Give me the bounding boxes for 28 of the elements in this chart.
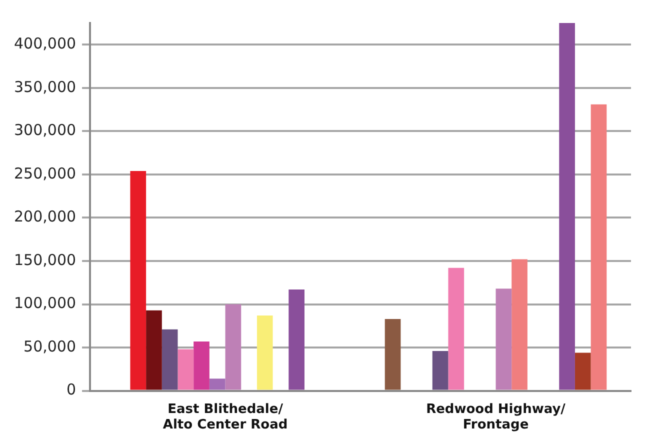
y-tick-label: 400,000 bbox=[14, 34, 76, 53]
x-tick-label: East Blithedale/ Alto Center Road bbox=[162, 402, 288, 433]
bar bbox=[512, 259, 528, 390]
y-tick-label: 100,000 bbox=[14, 294, 76, 312]
bar bbox=[432, 350, 448, 390]
y-tick-label: 150,000 bbox=[14, 250, 76, 269]
bar bbox=[209, 378, 226, 390]
bar bbox=[574, 352, 591, 390]
bar bbox=[496, 288, 512, 390]
y-tick-label: 50,000 bbox=[24, 337, 76, 356]
y-tick-label: 200,000 bbox=[14, 208, 76, 226]
bar bbox=[448, 268, 464, 390]
bar bbox=[559, 23, 575, 390]
bar bbox=[384, 318, 401, 390]
bar bbox=[194, 341, 210, 390]
y-tick-label: 300,000 bbox=[14, 121, 76, 140]
y-tick-label: 0 bbox=[66, 380, 76, 399]
x-tick-label: Redwood Highway/ Frontage bbox=[426, 402, 566, 433]
bar bbox=[162, 329, 178, 390]
bar bbox=[178, 349, 194, 390]
bar bbox=[256, 316, 273, 390]
bar bbox=[590, 104, 607, 390]
y-tick-label: 350,000 bbox=[14, 78, 76, 96]
bar bbox=[225, 304, 242, 390]
bar bbox=[130, 170, 146, 390]
bar bbox=[146, 310, 162, 390]
bar bbox=[288, 290, 304, 390]
y-tick-label: 250,000 bbox=[14, 164, 76, 182]
